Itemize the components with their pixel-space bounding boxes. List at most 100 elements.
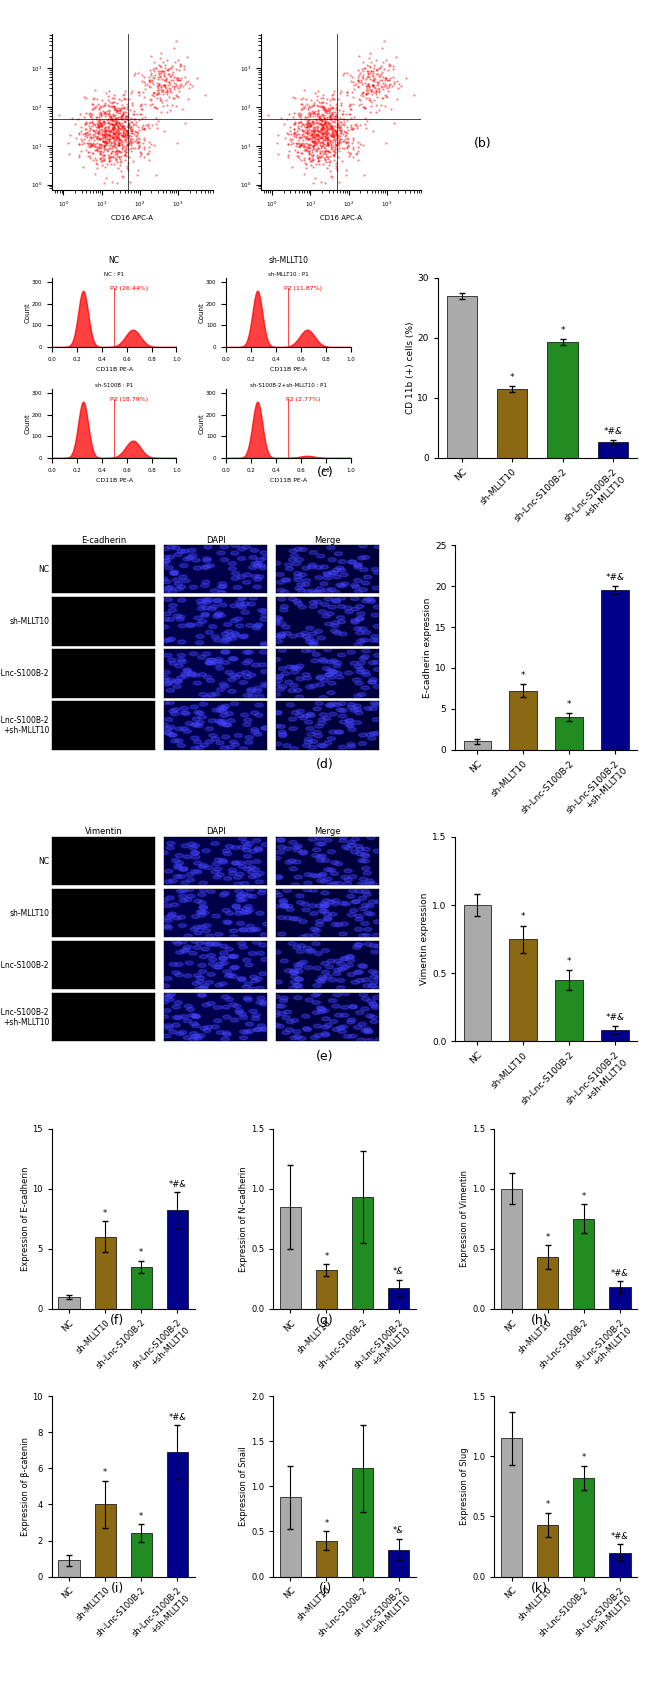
Point xyxy=(309,112,319,140)
Circle shape xyxy=(318,717,326,721)
Point xyxy=(366,48,376,75)
Point xyxy=(302,111,312,138)
X-axis label: CD16 APC-A: CD16 APC-A xyxy=(320,215,362,222)
Circle shape xyxy=(206,658,215,663)
Point xyxy=(380,92,390,119)
Circle shape xyxy=(169,1029,177,1034)
Point xyxy=(116,106,127,133)
Point xyxy=(306,111,317,138)
Point xyxy=(96,136,106,164)
Circle shape xyxy=(375,900,383,903)
Point xyxy=(307,107,317,135)
Circle shape xyxy=(256,1000,264,1004)
Circle shape xyxy=(211,1024,219,1029)
Circle shape xyxy=(161,556,170,559)
Circle shape xyxy=(192,1034,201,1038)
Circle shape xyxy=(354,707,362,711)
Circle shape xyxy=(341,845,350,849)
Point xyxy=(102,119,112,147)
Point xyxy=(92,119,102,147)
Point xyxy=(94,112,104,140)
Circle shape xyxy=(358,859,366,862)
Point xyxy=(335,119,345,147)
Point xyxy=(159,66,170,94)
Circle shape xyxy=(242,661,250,665)
Point xyxy=(312,82,322,109)
Circle shape xyxy=(363,1028,371,1031)
Point xyxy=(164,97,175,124)
Circle shape xyxy=(209,958,217,961)
Circle shape xyxy=(355,843,363,849)
Circle shape xyxy=(237,574,246,579)
Point xyxy=(308,92,318,119)
Point xyxy=(331,155,341,182)
Circle shape xyxy=(341,966,349,970)
Point xyxy=(95,92,105,119)
Circle shape xyxy=(315,922,324,927)
Point xyxy=(328,141,338,169)
Point xyxy=(96,148,106,176)
Point xyxy=(118,123,129,150)
Y-axis label: Expression of β-catenin: Expression of β-catenin xyxy=(21,1436,30,1535)
Point xyxy=(149,80,159,107)
Circle shape xyxy=(302,583,310,586)
Point xyxy=(79,111,90,138)
Point xyxy=(109,130,120,157)
Point xyxy=(304,141,314,169)
Point xyxy=(309,99,319,126)
Circle shape xyxy=(363,630,370,634)
Point xyxy=(96,119,106,147)
Point xyxy=(330,118,340,145)
Point xyxy=(120,121,130,148)
Circle shape xyxy=(200,983,209,988)
Circle shape xyxy=(350,661,358,665)
Point xyxy=(113,131,124,158)
Point xyxy=(99,128,109,155)
Text: *: * xyxy=(582,1191,586,1201)
Bar xyxy=(316,1271,337,1309)
Point xyxy=(318,138,329,165)
Point xyxy=(339,109,350,136)
Circle shape xyxy=(324,917,332,922)
Point xyxy=(324,138,334,165)
Circle shape xyxy=(237,596,246,600)
Point xyxy=(129,106,140,133)
Circle shape xyxy=(317,1010,326,1014)
Circle shape xyxy=(339,901,348,905)
Point xyxy=(114,94,124,121)
Point xyxy=(142,70,153,97)
Point xyxy=(313,92,323,119)
Point xyxy=(149,94,159,121)
Point xyxy=(338,111,348,138)
Circle shape xyxy=(231,632,239,636)
Point xyxy=(118,112,129,140)
Point xyxy=(293,143,304,170)
Circle shape xyxy=(311,993,320,997)
Point xyxy=(122,106,132,133)
Point xyxy=(108,123,118,150)
Point xyxy=(95,109,105,136)
Circle shape xyxy=(234,876,242,879)
Circle shape xyxy=(254,1028,262,1031)
Point xyxy=(146,111,157,138)
Circle shape xyxy=(344,869,352,872)
Point xyxy=(324,147,335,174)
Point xyxy=(148,80,158,107)
Circle shape xyxy=(215,719,223,722)
Point xyxy=(296,109,306,136)
Point xyxy=(163,83,174,111)
Point xyxy=(308,101,318,128)
Point xyxy=(296,106,306,133)
Point xyxy=(138,63,149,90)
Point xyxy=(125,116,135,143)
Point xyxy=(321,109,332,136)
Point xyxy=(99,169,109,196)
Point xyxy=(322,116,332,143)
Point xyxy=(336,116,346,143)
Circle shape xyxy=(190,722,199,728)
Circle shape xyxy=(177,584,186,590)
Circle shape xyxy=(244,717,252,722)
Circle shape xyxy=(172,1016,181,1019)
Circle shape xyxy=(242,670,250,675)
Point xyxy=(313,135,324,162)
